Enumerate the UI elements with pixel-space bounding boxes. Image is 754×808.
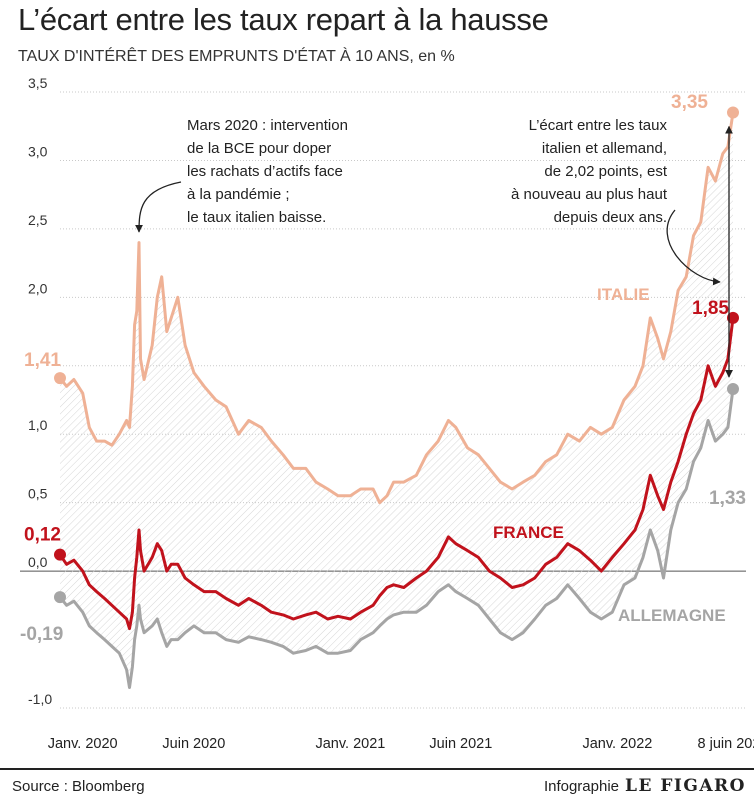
brand-logo: LE FIGARO — [625, 776, 746, 796]
annotation-spread-line: depuis deux ans. — [554, 209, 667, 226]
x-tick-label: Janv. 2021 — [315, 736, 385, 752]
series-name-italie: ITALIE — [597, 285, 650, 304]
series-name-france: FRANCE — [493, 523, 564, 542]
series-line-italie — [58, 112, 735, 505]
start-dot-italie — [54, 372, 66, 385]
x-tick-label: Janv. 2022 — [582, 736, 652, 752]
end-value-france: 1,85 — [692, 298, 729, 319]
x-tick-label: Juin 2021 — [429, 736, 492, 752]
y-tick-label: 2,0 — [28, 280, 48, 296]
end-dot-allemagne — [727, 383, 739, 396]
footer-rule — [0, 768, 754, 770]
y-tick-label: 2,5 — [28, 212, 48, 228]
annotation-spread-line: de 2,02 points, est — [544, 163, 667, 180]
chart-title: L’écart entre les taux repart à la hauss… — [18, 2, 549, 37]
source-note: Source : Bloomberg — [12, 778, 145, 795]
credit-prefix: Infographie — [543, 778, 619, 795]
y-tick-label: 3,5 — [28, 75, 48, 91]
annotation-bce-line: le taux italien baisse. — [187, 209, 326, 226]
annotation-bce-line: de la BCE pour doper — [187, 140, 331, 157]
y-tick-label: 1,0 — [28, 417, 48, 433]
spread-hatch-area — [60, 112, 733, 688]
chart-subtitle: TAUX D'INTÉRÊT DES EMPRUNTS D'ÉTAT À 10 … — [18, 48, 455, 65]
y-tick-label: -1,0 — [28, 691, 52, 707]
line-chart: 3,5 3,0 2,5 2,0 1,0 0,5 0,0 -1,0 Janv. 2020 Juin … — [20, 75, 754, 752]
start-value-italie: 1,41 — [24, 350, 61, 371]
start-value-allemagne: -0,19 — [20, 624, 63, 645]
x-tick-label: 8 juin 2022 — [698, 736, 754, 752]
annotation-spread-line: italien et allemand, — [542, 140, 667, 157]
x-tick-label: Juin 2020 — [162, 736, 225, 752]
annotation-spread-line: L’écart entre les taux — [529, 117, 668, 134]
annotation-spread-line: à nouveau au plus haut — [511, 186, 668, 203]
start-dot-france — [54, 548, 66, 561]
end-value-italie: 3,35 — [671, 92, 708, 113]
y-tick-label: 0,0 — [28, 554, 48, 570]
series-name-allemagne: ALLEMAGNE — [618, 606, 726, 625]
x-tick-label: Janv. 2020 — [48, 736, 118, 752]
start-value-france: 0,12 — [24, 525, 61, 546]
series-line-allemagne — [58, 388, 735, 689]
y-tick-label: 0,5 — [28, 486, 48, 502]
y-tick-label: 3,0 — [28, 143, 48, 159]
end-value-allemagne: 1,33 — [709, 488, 746, 509]
series-line-france — [58, 317, 735, 631]
start-dot-allemagne — [54, 591, 66, 604]
annotation-spread-arrow — [666, 209, 721, 286]
annotation-bce-line: les rachats d’actifs face — [187, 163, 343, 180]
annotation-bce-line: à la pandémie ; — [187, 186, 290, 203]
end-dot-italie — [727, 106, 739, 119]
annotation-bce-arrow — [135, 181, 182, 233]
annotation-bce-line: Mars 2020 : intervention — [187, 117, 348, 134]
credit: Infographie LE FIGARO — [544, 776, 746, 796]
